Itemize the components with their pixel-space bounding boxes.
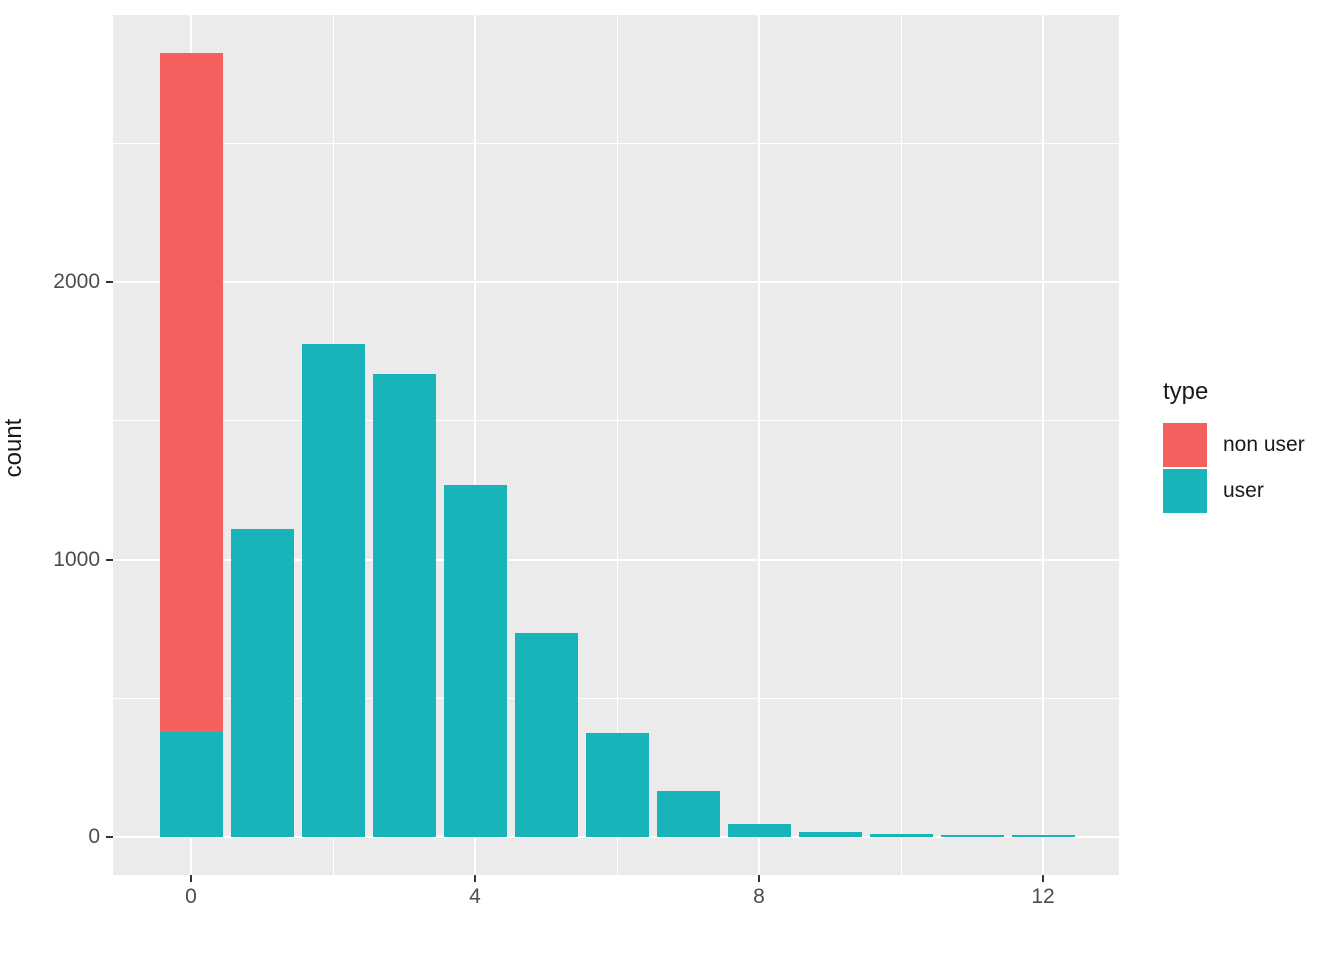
gridline-major-h-1000: [113, 558, 1119, 561]
gridline-minor-h-1500: [113, 420, 1119, 422]
gridline-major-v-8: [758, 15, 760, 875]
bar-user-x0: [159, 731, 223, 837]
x-tick-8: [758, 875, 760, 882]
x-tick-0: [190, 875, 192, 882]
x-tick-label-0: 0: [185, 885, 197, 908]
legend-key-user: [1163, 469, 1207, 513]
bar-user-x3: [372, 373, 436, 837]
gridline-minor-h-2500: [113, 142, 1119, 144]
y-tick-1000: [106, 558, 113, 561]
legend-item-non-user: non user: [1163, 422, 1343, 468]
x-tick-label-12: 12: [1031, 885, 1055, 908]
bar-user-x4: [443, 484, 507, 837]
gridline-major-v-12: [1042, 15, 1044, 875]
x-tick-label-4: 4: [469, 885, 481, 908]
gridline-minor-v-6: [616, 15, 618, 875]
bar-user-x6: [585, 732, 649, 837]
bar-user-x8: [727, 823, 791, 837]
x-tick-12: [1042, 875, 1044, 882]
gridline-minor-h-500: [113, 697, 1119, 699]
y-tick-label-2000: 2000: [53, 270, 100, 293]
y-tick-label-0: 0: [88, 825, 100, 848]
gridline-minor-v-10: [900, 15, 902, 875]
y-tick-label-1000: 1000: [53, 547, 100, 571]
bar-user-x10: [869, 833, 933, 837]
plot-panel: [113, 15, 1119, 875]
gridline-major-v-4: [474, 15, 476, 875]
y-tick-0: [106, 836, 113, 838]
bar-user-x12: [1011, 835, 1075, 837]
gridline-major-h-0: [113, 836, 1119, 838]
bar-user-x7: [656, 791, 720, 837]
bar-non-user-x0: [159, 53, 223, 732]
bar-user-x5: [514, 633, 578, 837]
bar-user-x1: [230, 528, 294, 837]
legend-key-non-user: [1163, 423, 1207, 467]
x-tick-4: [474, 875, 476, 882]
bar-user-x11: [940, 835, 1004, 837]
y-axis-title: count: [0, 418, 27, 478]
legend-label-non-user: non user: [1223, 433, 1305, 456]
gridline-major-h-2000: [113, 281, 1119, 283]
y-tick-2000: [106, 281, 113, 283]
legend-item-user: user: [1163, 468, 1343, 514]
x-tick-label-8: 8: [753, 885, 765, 908]
bar-user-x9: [798, 832, 862, 837]
legend: type non user user: [1163, 378, 1343, 514]
bar-user-x2: [301, 344, 365, 837]
legend-label-user: user: [1223, 479, 1264, 502]
legend-title: type: [1163, 378, 1209, 405]
